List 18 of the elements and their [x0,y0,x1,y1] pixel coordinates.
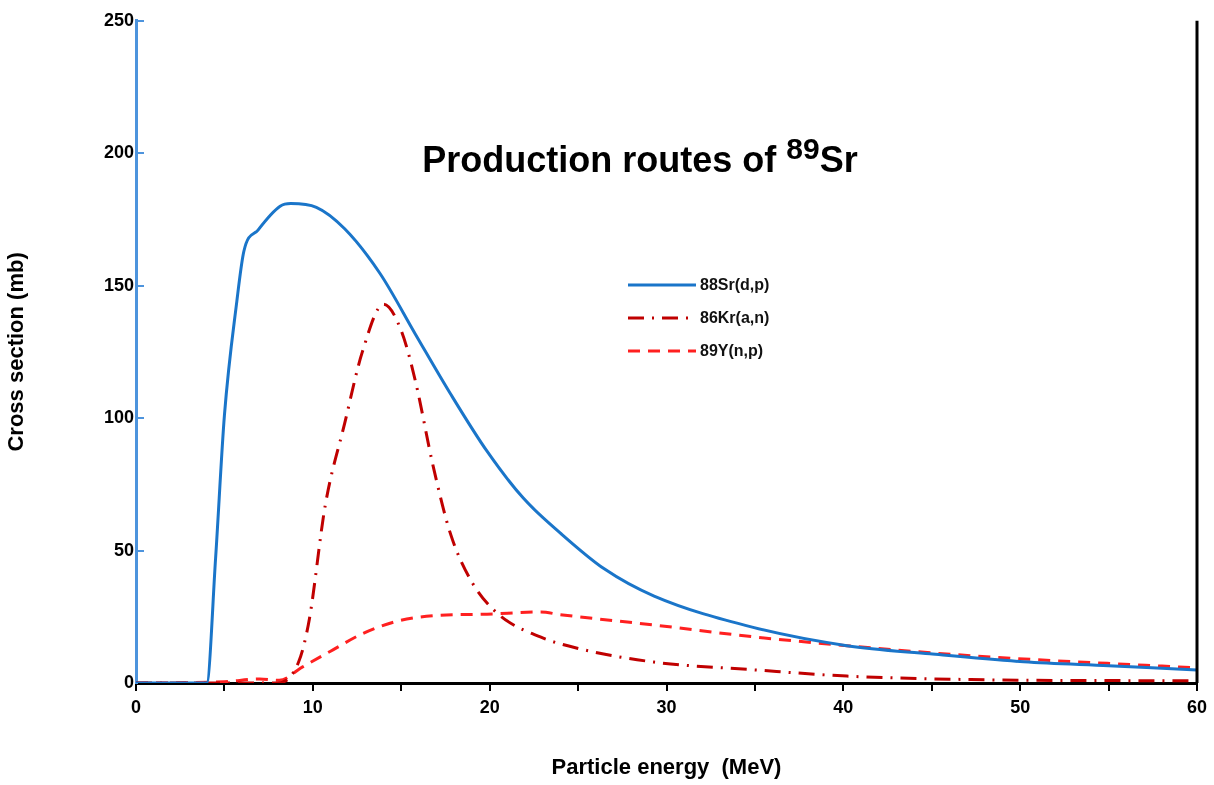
legend-label: 86Kr(a,n) [700,308,770,327]
y-tick-label: 250 [103,9,134,30]
x-tick-label: 20 [479,696,500,717]
legend-label: 89Y(n,p) [700,341,764,360]
x-axis-title: Particle energy (MeV) [551,753,782,779]
legend-label: 88Sr(d,p) [700,275,770,294]
text: Production routes of $^{89}$Sr [421,132,859,181]
y-tick-label: 0 [123,671,134,692]
x-tick-label: 30 [656,696,677,717]
x-tick-label: 50 [1010,696,1031,717]
y-axis-title: Cross section (mb) [3,252,29,452]
x-tick-label: 10 [302,696,323,717]
y-tick-label: 50 [113,539,134,560]
y-tick-label: 100 [103,407,134,428]
y-tick-label: 200 [103,142,134,163]
x-tick-label: 40 [833,696,854,717]
y-tick-label: 150 [103,274,134,295]
x-tick-label: 60 [1186,696,1208,717]
